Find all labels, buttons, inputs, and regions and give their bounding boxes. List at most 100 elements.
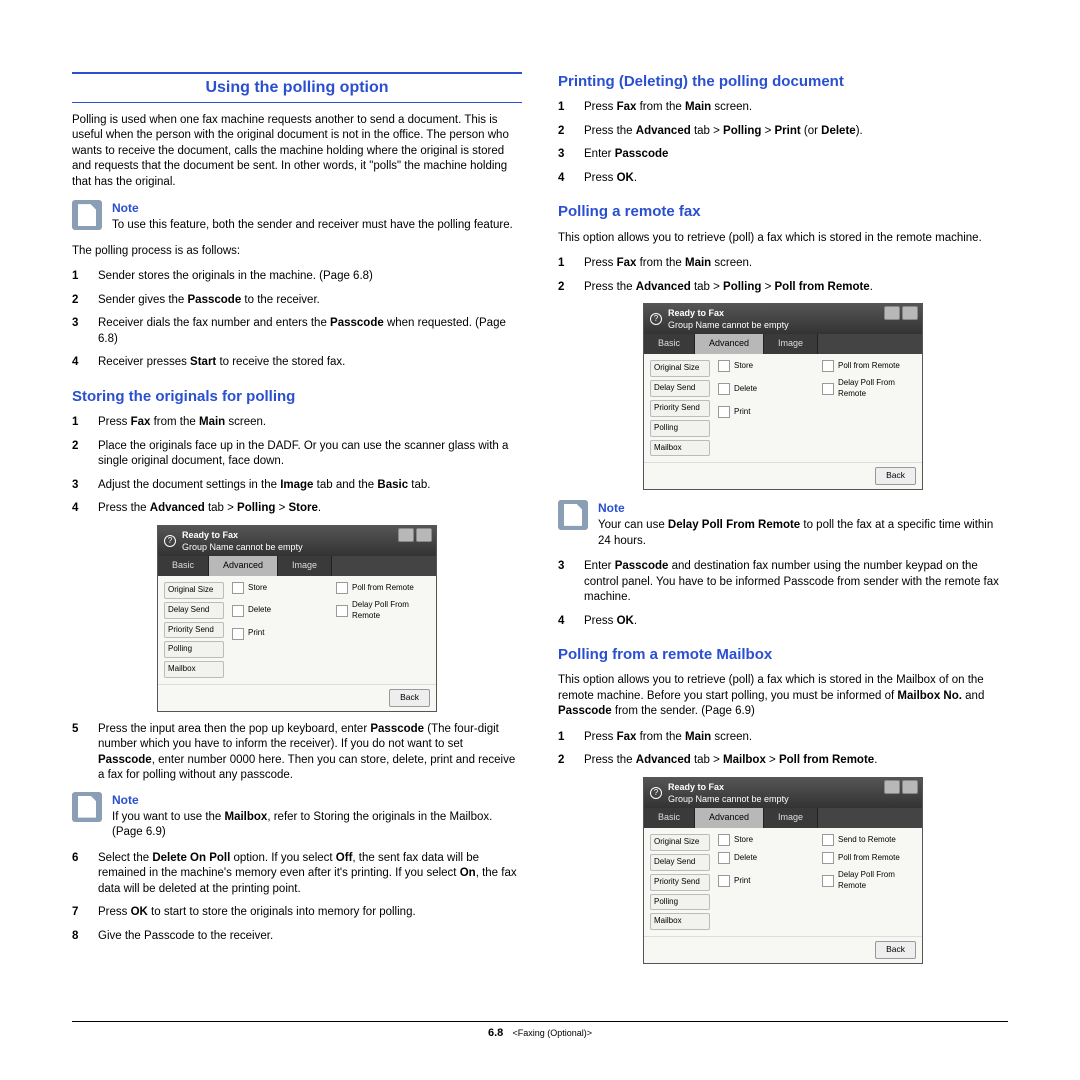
screenshot-side-button: Delay Send <box>164 602 224 619</box>
header-badge-icon <box>416 528 432 542</box>
screenshot-side-button: Mailbox <box>650 440 710 457</box>
screenshot-option: Poll from Remote <box>336 582 430 594</box>
checkbox-icon <box>232 582 244 594</box>
screenshot-polling: ? Ready to Fax Group Name cannot be empt… <box>157 525 437 712</box>
note-label: Note <box>112 792 522 808</box>
screenshot-option: Print <box>718 406 812 418</box>
screenshot-tab: Image <box>764 808 818 828</box>
screenshot-options: Store Poll from Remote Delete Delay Poll Fr… <box>232 582 430 678</box>
checkbox-icon <box>822 834 834 846</box>
list-item: 2Press the Advanced tab > Mailbox > Poll… <box>558 753 1008 769</box>
note-icon <box>72 200 102 230</box>
screenshot-side-button: Priority Send <box>164 622 224 639</box>
list-item: 6Select the Delete On Poll option. If yo… <box>72 851 522 898</box>
store-list-a: 1Press Fax from the Main screen.2Place t… <box>72 415 522 517</box>
screenshot-side-button: Mailbox <box>164 661 224 678</box>
list-item: 3Adjust the document settings in the Ima… <box>72 478 522 494</box>
list-item: 1Press Fax from the Main screen. <box>558 730 1008 746</box>
list-item: 4Receiver presses Start to receive the s… <box>72 355 522 371</box>
screenshot-option: Delay Poll From Remote <box>336 600 430 622</box>
list-item: 2Press the Advanced tab > Polling > Prin… <box>558 124 1008 140</box>
screenshot-option: Store <box>718 834 812 846</box>
screenshot-option: Send to Remote <box>822 834 916 846</box>
note-text: Your can use Delay Poll From Remote to p… <box>598 519 993 547</box>
checkbox-icon <box>718 834 730 846</box>
list-item: 1Press Fax from the Main screen. <box>558 100 1008 116</box>
header-badge-icon <box>398 528 414 542</box>
screenshot-mailbox: ? Ready to Fax Group Name cannot be empt… <box>643 777 923 964</box>
help-icon: ? <box>650 787 662 799</box>
list-item: 2Press the Advanced tab > Polling > Poll… <box>558 280 1008 296</box>
screenshot-tab: Image <box>764 334 818 354</box>
list-item: 4Press OK. <box>558 614 1008 630</box>
screenshot-tab: Basic <box>644 334 695 354</box>
remote-list-a: 1Press Fax from the Main screen.2Press t… <box>558 256 1008 295</box>
screenshot-tab: Advanced <box>209 556 278 576</box>
screenshot-option: Poll from Remote <box>822 852 916 864</box>
remote-intro: This option allows you to retrieve (poll… <box>558 231 1008 247</box>
process-intro: The polling process is as follows: <box>72 244 522 260</box>
list-item: 4Press the Advanced tab > Polling > Stor… <box>72 501 522 517</box>
screenshot-option: Print <box>232 628 326 640</box>
checkbox-icon <box>336 582 348 594</box>
screenshot-tab: Advanced <box>695 334 764 354</box>
screenshot-tabs: BasicAdvancedImage <box>644 808 922 828</box>
list-item: 2Sender gives the Passcode to the receiv… <box>72 293 522 309</box>
checkbox-icon <box>718 406 730 418</box>
sub-mailbox: Polling from a remote Mailbox <box>558 645 1008 665</box>
mailbox-list: 1Press Fax from the Main screen. 2Press t… <box>558 730 1008 769</box>
screenshot-options: Store Send to Remote Delete Poll from Remot… <box>718 834 916 930</box>
sub-storing: Storing the originals for polling <box>72 387 522 407</box>
screenshot-option: Delete <box>718 378 812 400</box>
screenshot-side-button: Mailbox <box>650 913 710 930</box>
screenshot-side-button: Polling <box>650 420 710 437</box>
sub-printing: Printing (Deleting) the polling document <box>558 72 1008 92</box>
screenshot-polling-2: ? Ready to Fax Group Name cannot be empt… <box>643 303 923 490</box>
note-label: Note <box>112 200 522 216</box>
screenshot-option: Delay Poll From Remote <box>822 378 916 400</box>
screenshot-side-button: Priority Send <box>650 400 710 417</box>
polling-intro: Polling is used when one fax machine req… <box>72 113 522 191</box>
screenshot-side-button: Original Size <box>650 834 710 851</box>
page-footer: 6.8 <Faxing (Optional)> <box>72 1021 1008 1042</box>
checkbox-icon <box>718 875 730 887</box>
remote-list-b: 3Enter Passcode and destination fax numb… <box>558 559 1008 629</box>
note-2: Note If you want to use the Mailbox, ref… <box>72 792 522 841</box>
checkbox-icon <box>718 852 730 864</box>
checkbox-icon <box>822 383 834 395</box>
header-badge-icon <box>884 306 900 320</box>
list-item: 3Enter Passcode <box>558 147 1008 163</box>
checkbox-icon <box>822 875 834 887</box>
page-number: 6.8 <box>488 1027 503 1039</box>
screenshot-sidebar: Original SizeDelay SendPriority SendPoll… <box>650 834 710 930</box>
screenshot-option: Delete <box>232 600 326 622</box>
screenshot-side-button: Delay Send <box>650 854 710 871</box>
store-list-b: 6Select the Delete On Poll option. If yo… <box>72 851 522 945</box>
checkbox-icon <box>336 605 348 617</box>
screenshot-side-button: Delay Send <box>650 380 710 397</box>
note-text: To use this feature, both the sender and… <box>112 219 513 231</box>
header-badge-icon <box>902 780 918 794</box>
screenshot-tabs: BasicAdvancedImage <box>158 556 436 576</box>
sub-remote: Polling a remote fax <box>558 202 1008 222</box>
screenshot-option: Delete <box>718 852 812 864</box>
screenshot-side-button: Original Size <box>650 360 710 377</box>
screenshot-option: Poll from Remote <box>822 360 916 372</box>
store-step-5: 5Press the input area then the pop up ke… <box>72 722 522 784</box>
back-button: Back <box>389 689 430 706</box>
process-list: 1Sender stores the originals in the mach… <box>72 269 522 371</box>
list-item: 1Press Fax from the Main screen. <box>72 415 522 431</box>
checkbox-icon <box>822 852 834 864</box>
list-item: 4Press OK. <box>558 171 1008 187</box>
screenshot-option: Store <box>232 582 326 594</box>
help-icon: ? <box>650 313 662 325</box>
back-button: Back <box>875 467 916 484</box>
screenshot-tab: Basic <box>644 808 695 828</box>
checkbox-icon <box>718 383 730 395</box>
screenshot-options: StorePoll from RemoteDeleteDelay Poll Fr… <box>718 360 916 456</box>
list-item: 8Give the Passcode to the receiver. <box>72 929 522 945</box>
back-button: Back <box>875 941 916 958</box>
note-1: Note To use this feature, both the sende… <box>72 200 522 234</box>
screenshot-tab: Advanced <box>695 808 764 828</box>
screenshot-tab: Image <box>278 556 332 576</box>
